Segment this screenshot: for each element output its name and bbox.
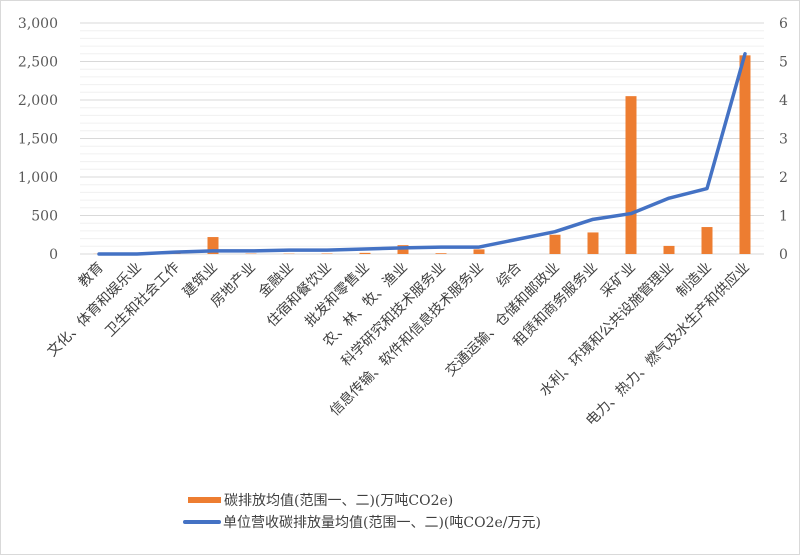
right-axis-ticks: 0 1 2 3 4 5 6 — [779, 16, 788, 263]
bar-series — [93, 55, 751, 255]
bar-swatch-icon — [188, 497, 221, 503]
x-axis-labels: 教育文化、体育和娱乐业卫生和社会工作建筑业房地产业金融业住宿和餐饮业批发和零售业… — [44, 259, 752, 429]
line-swatch-icon — [183, 520, 221, 524]
right-axis-tick: 1 — [779, 209, 788, 225]
bar[interactable] — [549, 234, 561, 254]
legend-item-bar[interactable]: 碳排放均值(范围一、二)(万吨CO2e) — [186, 489, 541, 511]
gridlines — [80, 22, 764, 255]
right-axis-tick: 2 — [779, 170, 788, 186]
left-axis-tick: 2,000 — [18, 93, 58, 109]
left-axis-tick: 1,000 — [18, 170, 58, 186]
bar[interactable] — [473, 249, 485, 254]
bar[interactable] — [625, 96, 637, 255]
legend-line-label: 单位营收碳排放量均值(范围一、二)(吨CO2e/万元) — [223, 515, 541, 531]
left-axis-tick: 2,500 — [18, 55, 58, 71]
x-axis-label: 综合 — [494, 260, 525, 291]
legend-bar-label: 碳排放均值(范围一、二)(万吨CO2e) — [224, 493, 454, 509]
bar[interactable] — [701, 227, 713, 254]
legend-item-line[interactable]: 单位营收碳排放量均值(范围一、二)(吨CO2e/万元) — [183, 511, 541, 533]
bar[interactable] — [663, 245, 675, 254]
left-axis-tick: 0 — [49, 247, 58, 263]
x-axis-label: 教育 — [76, 260, 107, 291]
right-axis-tick: 0 — [779, 247, 788, 263]
right-axis-tick: 4 — [779, 93, 788, 109]
left-axis-tick: 1,500 — [18, 132, 58, 148]
chart-plot: 0 500 1,000 1,500 2,000 2,500 3,000 0 1 2 3 4 5 6 教育… — [18, 16, 788, 429]
bar[interactable] — [435, 253, 447, 254]
line-series — [97, 52, 747, 256]
line-path[interactable] — [97, 52, 747, 256]
bar[interactable] — [739, 55, 751, 255]
left-axis-ticks: 0 500 1,000 1,500 2,000 2,500 3,000 — [18, 16, 58, 263]
right-axis-tick: 6 — [779, 16, 788, 32]
right-axis-tick: 3 — [779, 132, 788, 148]
left-axis-tick: 3,000 — [18, 16, 58, 32]
bar[interactable] — [359, 252, 371, 254]
right-axis-tick: 5 — [779, 55, 788, 71]
bar[interactable] — [207, 237, 219, 254]
legend: 碳排放均值(范围一、二)(万吨CO2e) 单位营收碳排放量均值(范围一、二)(吨… — [183, 489, 541, 533]
bar[interactable] — [587, 232, 599, 254]
left-axis-tick: 500 — [31, 209, 58, 225]
